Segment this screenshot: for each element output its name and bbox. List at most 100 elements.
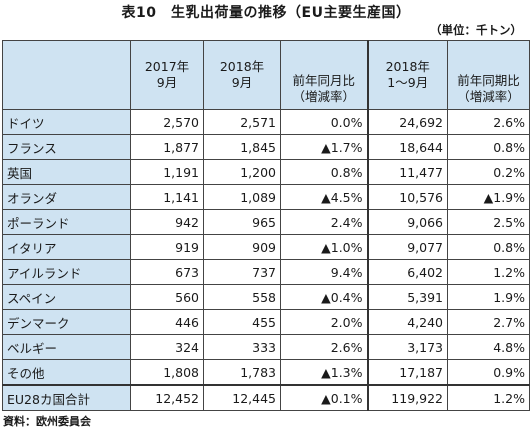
cell-yoy-ytd: 1.2% [447, 384, 530, 411]
header-row: 2017年 9月 2018年 9月 前年同月比 （増減率） 2018年 1～9月… [2, 40, 530, 110]
cell-yoy-month: 0.0% [280, 109, 368, 135]
cell-yoy-month: ▲1.7% [280, 134, 368, 160]
header-line2: 1～9月 [387, 75, 429, 90]
cell-yoy-ytd: 1.2% [447, 259, 530, 285]
table-row: フランス 1,877 1,845 ▲1.7% 18,644 0.8% [2, 134, 530, 160]
header-line1: 前年同期比 [457, 73, 520, 88]
cell-v2018-9: 909 [203, 234, 281, 260]
header-yoy-month: 前年同月比 （増減率） [280, 40, 368, 110]
cell-v2017-9: 1,141 [130, 184, 204, 210]
cell-v2017-9: 324 [130, 334, 204, 360]
header-line2: （増減率） [457, 89, 520, 104]
table-row: ドイツ 2,570 2,571 0.0% 24,692 2.6% [2, 109, 530, 135]
cell-v2017-9: 919 [130, 234, 204, 260]
cell-v2017-9: 942 [130, 209, 204, 235]
row-label: アイルランド [2, 259, 131, 285]
header-yoy-ytd: 前年同期比 （増減率） [447, 40, 530, 110]
table-row: 英国 1,191 1,200 0.8% 11,477 0.2% [2, 159, 530, 185]
header-line1: 2017年 [144, 59, 190, 74]
cell-yoy-ytd: ▲1.9% [447, 184, 530, 210]
cell-v2018-9: 1,089 [203, 184, 281, 210]
cell-yoy-month: 0.8% [280, 159, 368, 185]
cell-yoy-ytd: 2.6% [447, 109, 530, 135]
unit-label: （単位：千トン） [430, 23, 522, 37]
cell-v2017-9: 1,877 [130, 134, 204, 160]
cell-yoy-month: ▲1.0% [280, 234, 368, 260]
header-line1: 2018年 [219, 59, 265, 74]
source-note: 資料：欧州委員会 [3, 415, 91, 428]
header-line1: 2018年 [385, 59, 430, 74]
row-label: ベルギー [2, 334, 131, 360]
cell-v2017-9: 12,452 [130, 384, 204, 411]
table-row: その他 1,808 1,783 ▲1.3% 17,187 0.9% [2, 359, 530, 386]
table-body: ドイツ 2,570 2,571 0.0% 24,692 2.6% フランス 1,877 1,84… [2, 109, 530, 411]
row-label: その他 [2, 359, 131, 386]
cell-yoy-month: 2.6% [280, 334, 368, 360]
row-label: デンマーク [2, 309, 131, 335]
cell-yoy-month: ▲0.4% [280, 284, 368, 310]
table-row: スペイン 560 558 ▲0.4% 5,391 1.9% [2, 284, 530, 310]
total-row: EU28カ国合計 12,452 12,445 ▲0.1% 119,922 1.2% [2, 384, 530, 411]
cell-v2018-9: 2,571 [203, 109, 281, 135]
table-row: ポーランド 942 965 2.4% 9,066 2.5% [2, 209, 530, 235]
cell-v2018-ytd: 6,402 [366, 259, 448, 285]
cell-v2018-9: 965 [203, 209, 281, 235]
cell-v2018-9: 558 [203, 284, 281, 310]
table-row: アイルランド 673 737 9.4% 6,402 1.2% [2, 259, 530, 285]
header-line2: 9月 [156, 75, 178, 90]
cell-v2018-ytd: 10,576 [366, 184, 448, 210]
table-row: デンマーク 446 455 2.0% 4,240 2.7% [2, 309, 530, 335]
cell-yoy-ytd: 4.8% [447, 334, 530, 360]
header-2018-ytd: 2018年 1～9月 [366, 40, 448, 110]
row-label: ポーランド [2, 209, 131, 235]
cell-v2018-ytd: 4,240 [366, 309, 448, 335]
row-label: 英国 [2, 159, 131, 185]
header-line2: （増減率） [292, 89, 355, 104]
cell-v2018-9: 737 [203, 259, 281, 285]
cell-yoy-ytd: 0.9% [447, 359, 530, 386]
header-line2: 9月 [231, 75, 253, 90]
cell-v2018-ytd: 24,692 [366, 109, 448, 135]
cell-yoy-ytd: 1.9% [447, 284, 530, 310]
cell-v2018-ytd: 11,477 [366, 159, 448, 185]
cell-v2017-9: 2,570 [130, 109, 204, 135]
cell-v2018-ytd: 119,922 [366, 384, 448, 411]
cell-v2018-9: 1,200 [203, 159, 281, 185]
cell-yoy-ytd: 2.7% [447, 309, 530, 335]
cell-yoy-month: 9.4% [280, 259, 368, 285]
header-2018-sep: 2018年 9月 [203, 40, 281, 110]
cell-yoy-month: 2.4% [280, 209, 368, 235]
header-2017-sep: 2017年 9月 [130, 40, 204, 110]
cell-v2017-9: 1,808 [130, 359, 204, 386]
cell-v2018-9: 12,445 [203, 384, 281, 411]
row-label: フランス [2, 134, 131, 160]
row-label: ドイツ [2, 109, 131, 135]
cell-v2017-9: 560 [130, 284, 204, 310]
cell-v2017-9: 673 [130, 259, 204, 285]
cell-yoy-ytd: 0.2% [447, 159, 530, 185]
cell-yoy-month: 2.0% [280, 309, 368, 335]
cell-v2018-ytd: 3,173 [366, 334, 448, 360]
cell-v2017-9: 1,191 [130, 159, 204, 185]
row-label: EU28カ国合計 [2, 384, 131, 411]
row-label: イタリア [2, 234, 131, 260]
header-corner [2, 40, 131, 110]
cell-v2018-9: 1,783 [203, 359, 281, 386]
cell-v2018-ytd: 18,644 [366, 134, 448, 160]
cell-yoy-ytd: 2.5% [447, 209, 530, 235]
cell-v2018-ytd: 5,391 [366, 284, 448, 310]
cell-v2018-ytd: 9,066 [366, 209, 448, 235]
cell-yoy-month: ▲0.1% [280, 384, 368, 411]
cell-yoy-ytd: 0.8% [447, 234, 530, 260]
milk-delivery-table: 2017年 9月 2018年 9月 前年同月比 （増減率） 2018年 1～9月… [2, 40, 530, 411]
table-title: 表10 生乳出荷量の推移（EU主要生産国） [121, 5, 411, 21]
cell-yoy-ytd: 0.8% [447, 134, 530, 160]
cell-v2018-9: 455 [203, 309, 281, 335]
table-row: ベルギー 324 333 2.6% 3,173 4.8% [2, 334, 530, 360]
row-label: オランダ [2, 184, 131, 210]
table-row: オランダ 1,141 1,089 ▲4.5% 10,576 ▲1.9% [2, 184, 530, 210]
cell-yoy-month: ▲4.5% [280, 184, 368, 210]
cell-yoy-month: ▲1.3% [280, 359, 368, 386]
cell-v2018-ytd: 17,187 [366, 359, 448, 386]
header-line1: 前年同月比 [292, 73, 355, 88]
